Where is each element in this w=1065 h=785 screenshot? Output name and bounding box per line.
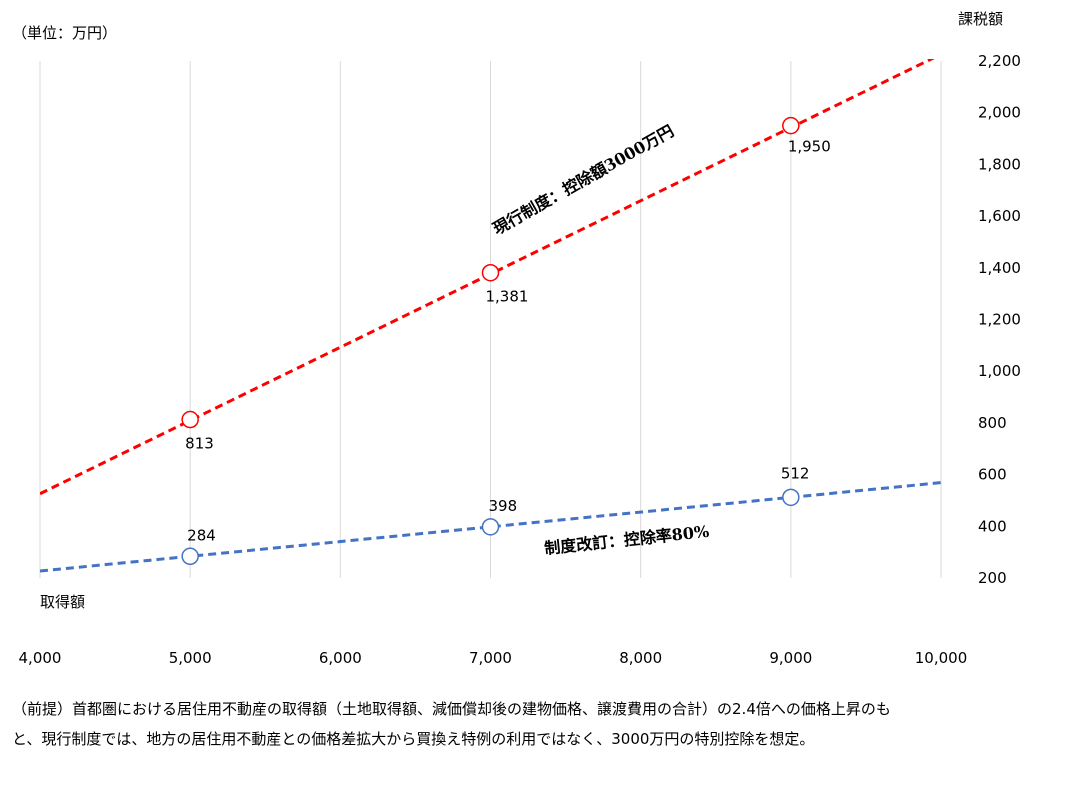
- series-1-marker: [481, 263, 500, 282]
- y-tick-label: 800: [978, 414, 1007, 432]
- x-tick-label: 6,000: [319, 649, 362, 667]
- unit-label: （単位：万円）: [12, 24, 118, 42]
- series-1-marker: [181, 410, 199, 429]
- series-2-marker: [181, 547, 199, 566]
- data-label: 398: [489, 497, 518, 515]
- y-tick-label: 2,200: [978, 52, 1021, 70]
- y-tick-label: 600: [978, 466, 1007, 484]
- data-label: 813: [185, 435, 214, 453]
- footnote-line-2: と、現行制度では、地方の居住用不動産との価格差拡大から買換え特例の利用ではなく、…: [12, 730, 815, 748]
- data-label: 1,381: [486, 288, 529, 306]
- data-label: 284: [187, 526, 216, 544]
- x-tick-label: 7,000: [469, 649, 512, 667]
- x-axis-title: 取得額: [40, 593, 86, 611]
- line-chart: 4,000 5,000 6,000 7,000 8,000 9,000 10,000 2,20…: [19, 52, 1021, 667]
- y-tick-label: 2,000: [978, 104, 1021, 122]
- data-label: 1,950: [788, 138, 831, 156]
- x-tick-label: 9,000: [769, 649, 812, 667]
- y-tick-label: 1,000: [978, 362, 1021, 380]
- y-tick-label: 1,400: [978, 259, 1021, 277]
- series-1-label: 現行制度：控除額3000万円: [490, 121, 677, 238]
- series-2-label: 制度改訂：控除率80%: [543, 522, 710, 558]
- y-tick-label: 1,600: [978, 207, 1021, 225]
- series-1-marker: [782, 116, 800, 135]
- footnote-line-1: （前提）首都圏における居住用不動産の取得額（土地取得額、減価償却後の建物価格、譲…: [12, 700, 891, 718]
- x-tick-label: 5,000: [169, 649, 212, 667]
- data-label: 512: [781, 464, 810, 482]
- y-tick-label: 1,800: [978, 155, 1021, 173]
- y-tick-label: 1,200: [978, 311, 1021, 329]
- footnote: （前提）首都圏における居住用不動産の取得額（土地取得額、減価償却後の建物価格、譲…: [12, 694, 1052, 754]
- x-tick-label: 8,000: [619, 649, 662, 667]
- x-tick-label: 10,000: [915, 649, 968, 667]
- x-tick-label: 4,000: [19, 649, 62, 667]
- y-axis-title: 課税額: [958, 10, 1004, 28]
- y-tick-label: 400: [978, 517, 1007, 535]
- series-2-marker: [782, 488, 800, 507]
- y-tick-label: 200: [978, 569, 1007, 587]
- series-2-marker: [481, 518, 500, 536]
